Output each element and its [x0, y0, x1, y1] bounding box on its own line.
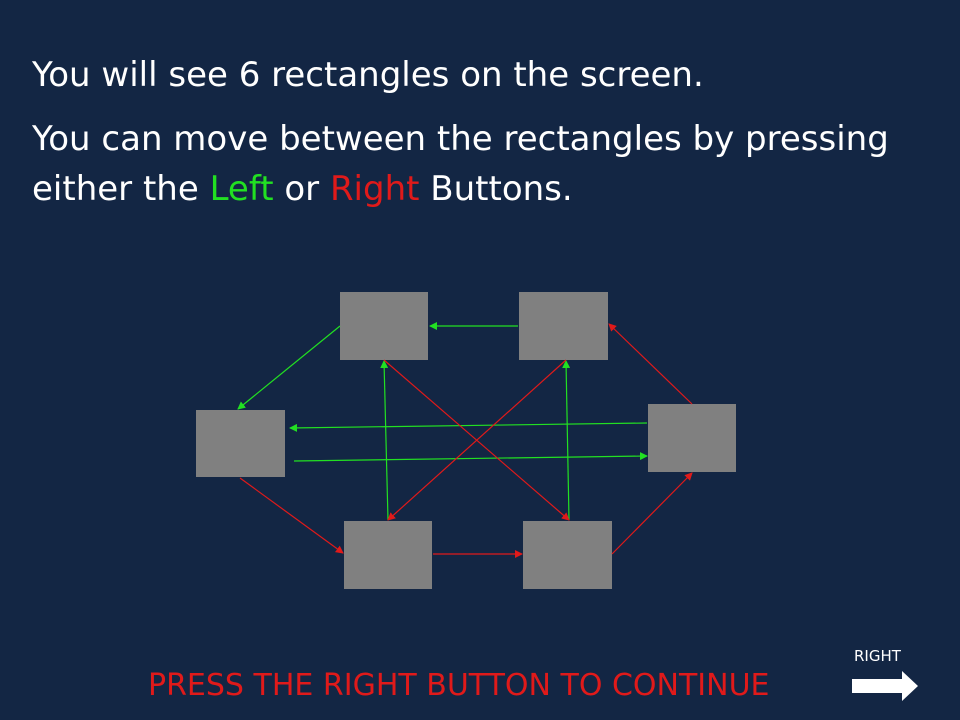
rectangle-right: [648, 404, 736, 472]
right-word: Right: [329, 169, 420, 209]
left-arrow-left-to-right: [293, 452, 648, 462]
rectangle-bottom-left: [344, 521, 432, 589]
right-button[interactable]: RIGHT: [848, 646, 924, 706]
rectangle-top-left: [340, 292, 428, 360]
left-word: Left: [209, 169, 274, 209]
continue-prompt: PRESS THE RIGHT BUTTON TO CONTINUE: [148, 668, 770, 703]
left-arrows: [237, 322, 648, 521]
right-arrow-right-to-top-right: [608, 323, 693, 405]
rectangle-top-right: [519, 292, 608, 360]
left-arrow-bottom-left-to-top-left: [380, 360, 389, 521]
right-arrows: [239, 323, 693, 558]
right-button-label: RIGHT: [854, 647, 901, 665]
left-arrow-right-to-left: [289, 422, 648, 432]
right-arrow-top-right-to-bottom-left: [387, 359, 567, 521]
instruction-line-2: You can move between the rectangles by p…: [32, 114, 932, 214]
left-arrow-bottom-right-to-top-right: [562, 360, 571, 521]
instruction-text-end: Buttons.: [419, 169, 573, 209]
instruction-text-start: You can move between the rectangles by p…: [32, 119, 889, 209]
left-arrow-top-left-to-left: [237, 325, 341, 410]
instruction-text-or: or: [273, 169, 330, 209]
right-arrow-icon: [852, 671, 918, 701]
rectangle-bottom-right: [523, 521, 612, 589]
rectangle-left: [196, 410, 285, 477]
instruction-line-1: You will see 6 rectangles on the screen.: [32, 55, 704, 95]
right-arrow-left-to-bottom-left: [239, 477, 344, 554]
right-arrow-bottom-right-to-right: [611, 472, 693, 555]
